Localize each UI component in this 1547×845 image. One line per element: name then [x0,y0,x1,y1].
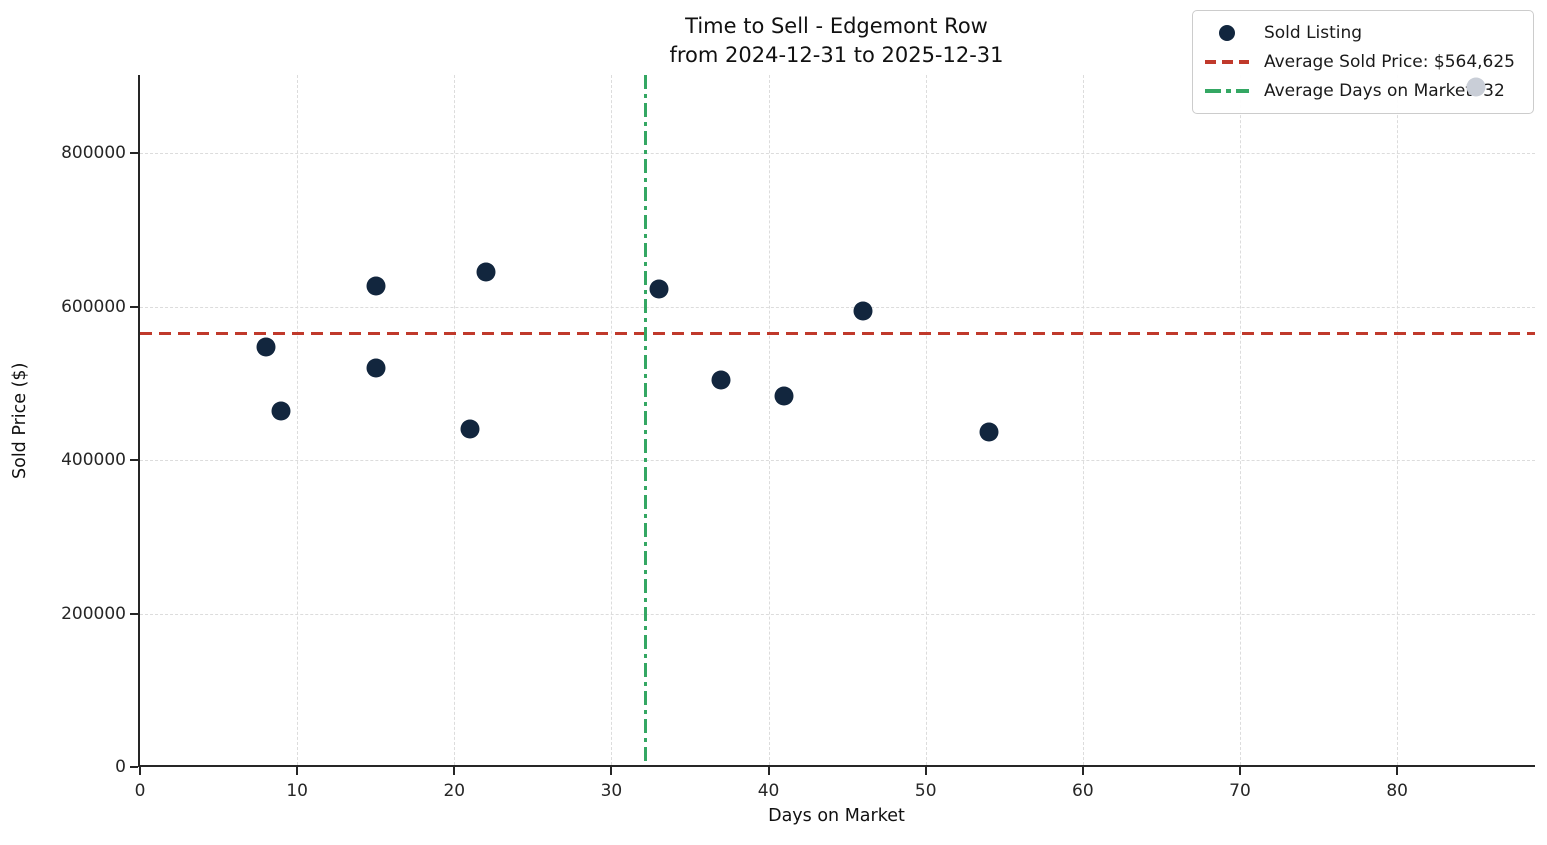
y-tick-mark [130,766,138,768]
y-gridline [140,613,1535,615]
legend-item-sold-listing: Sold Listing [1205,23,1515,43]
x-gridline [1082,75,1084,765]
x-tick-mark [1081,767,1084,775]
x-tick-label: 80 [1386,781,1408,801]
x-tick-label: 50 [914,781,937,801]
dashdot-line-icon [1204,82,1249,101]
chart-title-line2: from 2024-12-31 to 2025-12-31 [669,43,1004,67]
dashed-line-icon [1204,53,1249,72]
legend-label: Average Days on Market: 32 [1263,81,1505,101]
y-tick-mark [130,612,138,615]
y-gridline [140,153,1535,155]
scatter-point [649,279,669,299]
legend-label: Average Sold Price: $564,625 [1263,52,1515,72]
x-tick-mark [139,767,141,775]
y-tick-label: 800000 [61,143,126,164]
y-tick-label: 400000 [61,450,126,471]
scatter-point [476,262,496,282]
x-axis-label: Days on Market [768,806,905,826]
x-tick-mark [610,767,613,775]
chart-title: Time to Sell - Edgemont Row from 2024-12… [138,12,1535,70]
scatter-point [460,419,480,439]
y-tick-mark [130,305,138,308]
plot-area: 0 10 20 30 40 50 60 70 80 0 200000 400000 600000 8000… [61,75,1535,801]
x-gridline [454,75,456,765]
x-tick-mark [1239,767,1241,775]
x-gridline [925,75,927,765]
x-tick-label: 30 [600,781,623,801]
scatter-point [366,276,386,296]
x-tick-mark [296,767,299,775]
x-gridline [768,75,770,765]
x-gridline [297,75,299,765]
y-tick-label: 600000 [61,296,126,317]
average-sold-price-line [140,332,1535,336]
chart-legend: Sold Listing Average Sold Price: $564,62… [1191,10,1534,114]
scatter-point [774,386,794,406]
scatter-point [366,358,386,378]
scatter-point [711,370,731,390]
scatter-point [1466,77,1486,96]
y-tick-label: 200000 [61,603,126,624]
chart-title-line1: Time to Sell - Edgemont Row [685,14,988,38]
legend-item-average-days-on-market: Average Days on Market: 32 [1204,81,1515,101]
scatter-point [256,337,276,357]
x-tick-mark [453,767,456,775]
y-axis-label: Sold Price ($) [10,362,30,480]
x-tick-label: 70 [1229,781,1251,801]
x-tick-label: 60 [1072,781,1094,801]
legend-item-average-sold-price: Average Sold Price: $564,625 [1204,52,1515,72]
x-tick-label: 40 [757,781,780,801]
legend-label: Sold Listing [1263,23,1363,43]
x-tick-mark [767,767,770,775]
x-gridline [611,75,613,765]
x-gridline [1240,75,1241,765]
scatter-point [853,301,873,321]
scatter-point [271,401,291,421]
x-tick-label: 0 [134,781,146,801]
sold-listing-dot-icon [1205,24,1249,43]
y-tick-label: 0 [115,757,126,777]
y-gridline [140,460,1535,462]
y-tick-mark [130,459,138,462]
y-tick-mark [130,152,138,155]
x-tick-label: 20 [443,781,466,801]
x-tick-mark [924,767,927,775]
average-days-on-market-line [644,75,648,765]
scatter-point [979,422,999,442]
x-tick-label: 10 [286,781,308,801]
y-gridline [140,306,1535,308]
x-gridline [1397,75,1399,765]
x-tick-mark [1396,767,1399,775]
